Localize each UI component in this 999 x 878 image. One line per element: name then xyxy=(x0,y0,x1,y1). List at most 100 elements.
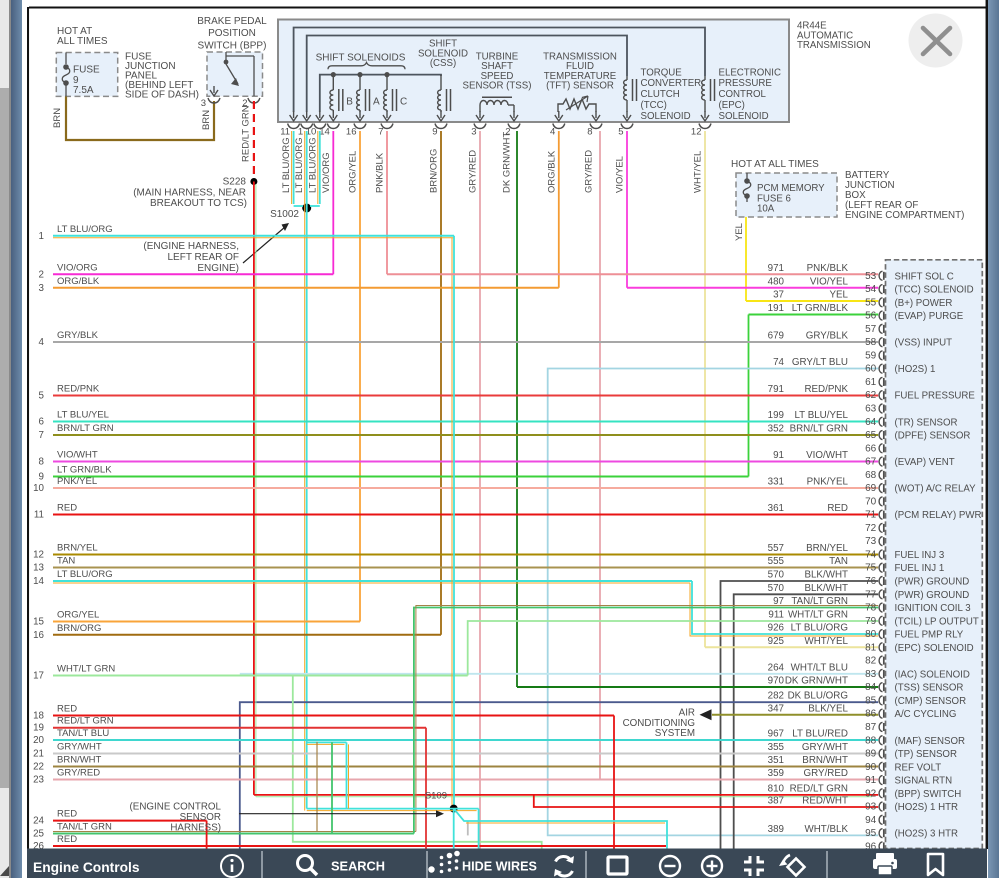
svg-text:GRY/BLK: GRY/BLK xyxy=(806,331,849,342)
svg-text:ORG/BLK: ORG/BLK xyxy=(546,150,557,193)
svg-text:77: 77 xyxy=(865,589,877,600)
svg-text:YEL: YEL xyxy=(829,290,848,301)
svg-text:JUNCTION: JUNCTION xyxy=(845,180,895,191)
svg-text:PANEL: PANEL xyxy=(125,71,157,82)
svg-text:BRN/YEL: BRN/YEL xyxy=(57,543,98,554)
svg-text:(CMP) SENSOR: (CMP) SENSOR xyxy=(895,696,967,707)
svg-text:1: 1 xyxy=(39,231,44,242)
svg-text:BRN/ORG: BRN/ORG xyxy=(57,623,101,634)
svg-text:PNK/BLK: PNK/BLK xyxy=(375,152,386,193)
svg-text:8: 8 xyxy=(39,457,45,468)
svg-text:14: 14 xyxy=(319,127,330,138)
svg-text:(VSS) INPUT: (VSS) INPUT xyxy=(895,338,953,349)
svg-text:RED/PNK: RED/PNK xyxy=(57,384,100,395)
svg-text:13: 13 xyxy=(33,563,44,574)
svg-text:264: 264 xyxy=(768,662,785,673)
svg-text:967: 967 xyxy=(768,729,784,740)
svg-text:925: 925 xyxy=(768,636,785,647)
svg-text:61: 61 xyxy=(865,377,877,388)
svg-text:ENGINE): ENGINE) xyxy=(197,263,239,274)
svg-text:VIO/YEL: VIO/YEL xyxy=(615,156,626,193)
svg-text:6: 6 xyxy=(39,417,45,428)
svg-text:TRANSMISSION: TRANSMISSION xyxy=(797,40,871,51)
svg-text:(HO2S) 1: (HO2S) 1 xyxy=(895,364,936,375)
svg-text:GRY/LT BLU: GRY/LT BLU xyxy=(792,357,848,368)
svg-text:24: 24 xyxy=(33,816,44,827)
svg-text:78: 78 xyxy=(865,603,877,614)
svg-text:FUSE: FUSE xyxy=(73,65,100,76)
svg-text:557: 557 xyxy=(768,543,784,554)
svg-text:5: 5 xyxy=(39,391,45,402)
svg-text:(EPC) SOLENOID: (EPC) SOLENOID xyxy=(895,643,974,654)
svg-text:FUEL PMP RLY: FUEL PMP RLY xyxy=(895,630,964,641)
svg-text:361: 361 xyxy=(768,503,784,514)
svg-text:(ENGINE HARNESS,: (ENGINE HARNESS, xyxy=(143,241,239,252)
svg-text:LT BLU/RED: LT BLU/RED xyxy=(792,729,848,740)
svg-text:GRY/RED: GRY/RED xyxy=(468,150,479,193)
svg-text:PCM MEMORY: PCM MEMORY xyxy=(757,183,825,194)
svg-text:9: 9 xyxy=(39,472,44,483)
svg-text:SHIFT SOLENOIDS: SHIFT SOLENOIDS xyxy=(316,52,406,63)
svg-text:387: 387 xyxy=(768,796,784,807)
svg-text:S1002: S1002 xyxy=(270,209,299,220)
svg-text:A/C CYCLING: A/C CYCLING xyxy=(895,709,957,720)
svg-text:Engine Controls: Engine Controls xyxy=(33,860,140,875)
svg-text:HARNESS): HARNESS) xyxy=(170,823,221,834)
svg-text:PRESSURE: PRESSURE xyxy=(719,78,773,89)
svg-text:7: 7 xyxy=(378,127,383,138)
svg-text:LEFT REAR OF: LEFT REAR OF xyxy=(168,252,240,263)
svg-text:CONVERTER: CONVERTER xyxy=(641,78,702,89)
svg-text:RED/PNK: RED/PNK xyxy=(804,384,848,395)
svg-text:911: 911 xyxy=(768,610,784,621)
svg-text:65: 65 xyxy=(865,430,877,441)
svg-text:YEL: YEL xyxy=(734,223,745,241)
svg-text:RED: RED xyxy=(57,704,77,715)
svg-text:TAN: TAN xyxy=(57,556,75,567)
svg-text:ORG/YEL: ORG/YEL xyxy=(57,610,99,621)
svg-text:SOLENOID: SOLENOID xyxy=(418,48,468,59)
svg-text:(TR) SENSOR: (TR) SENSOR xyxy=(895,417,958,428)
svg-text:18: 18 xyxy=(33,711,44,722)
svg-text:SHAFT: SHAFT xyxy=(481,61,513,72)
svg-text:16: 16 xyxy=(346,127,357,138)
svg-text:(MAIN HARNESS, NEAR: (MAIN HARNESS, NEAR xyxy=(133,188,246,199)
svg-text:SWITCH (BPP): SWITCH (BPP) xyxy=(198,41,267,52)
svg-text:GRY/RED: GRY/RED xyxy=(57,768,100,779)
svg-text:AIR: AIR xyxy=(679,708,695,719)
svg-text:RED: RED xyxy=(57,809,77,820)
svg-text:AUTOMATIC: AUTOMATIC xyxy=(797,30,853,41)
svg-text:GRY/RED: GRY/RED xyxy=(804,768,848,779)
svg-text:14: 14 xyxy=(33,576,44,587)
svg-text:LT BLU/ORG: LT BLU/ORG xyxy=(57,224,113,235)
svg-text:(DPFE) SENSOR: (DPFE) SENSOR xyxy=(895,431,971,442)
svg-text:70: 70 xyxy=(865,496,877,507)
svg-text:DK BLU/ORG: DK BLU/ORG xyxy=(788,691,848,702)
svg-text:GRY/WHT: GRY/WHT xyxy=(57,742,102,753)
svg-text:23: 23 xyxy=(33,775,44,786)
svg-text:(LEFT REAR OF: (LEFT REAR OF xyxy=(845,200,918,211)
svg-text:PNK/YEL: PNK/YEL xyxy=(807,477,849,488)
svg-text:3: 3 xyxy=(201,98,206,109)
svg-text:25: 25 xyxy=(33,829,44,840)
svg-text:58: 58 xyxy=(865,337,877,348)
svg-text:(B+) POWER: (B+) POWER xyxy=(895,298,953,309)
svg-text:VIO/YEL: VIO/YEL xyxy=(810,276,849,287)
svg-text:BRN/LT GRN: BRN/LT GRN xyxy=(790,424,848,435)
svg-text:(PWR) GROUND: (PWR) GROUND xyxy=(895,590,970,601)
svg-text:SEARCH: SEARCH xyxy=(331,859,385,874)
svg-text:SHIFT SOL C: SHIFT SOL C xyxy=(895,271,954,282)
svg-text:87: 87 xyxy=(865,722,877,733)
svg-text:RED/LT GRN: RED/LT GRN xyxy=(790,783,848,794)
svg-text:GRY/BLK: GRY/BLK xyxy=(57,330,99,341)
svg-text:91: 91 xyxy=(773,450,784,461)
svg-text:BLK/WHT: BLK/WHT xyxy=(804,570,848,581)
svg-text:LT BLU/ORG: LT BLU/ORG xyxy=(307,137,318,193)
svg-text:191: 191 xyxy=(768,303,784,314)
svg-text:971: 971 xyxy=(768,263,784,274)
svg-text:(EVAP) VENT: (EVAP) VENT xyxy=(895,457,955,468)
svg-text:TAN/LT BLU: TAN/LT BLU xyxy=(57,728,109,739)
svg-text:17: 17 xyxy=(33,671,44,682)
svg-text:7: 7 xyxy=(39,430,44,441)
svg-text:BLK/YEL: BLK/YEL xyxy=(808,703,848,714)
svg-text:570: 570 xyxy=(768,570,785,581)
